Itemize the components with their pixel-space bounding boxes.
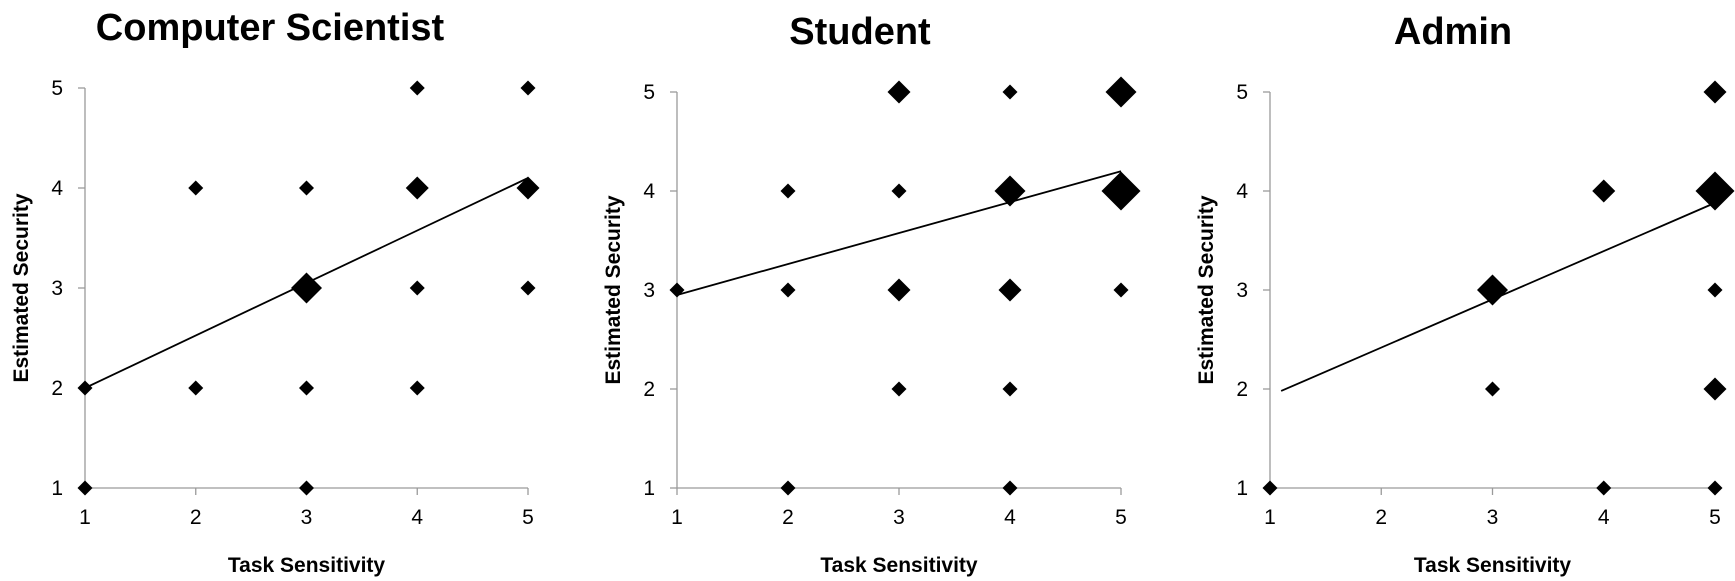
data-point	[1002, 381, 1018, 397]
data-point	[994, 175, 1026, 207]
data-point	[1101, 171, 1141, 211]
data-point	[1262, 480, 1278, 496]
data-point	[409, 280, 425, 296]
x-tick-label: 1	[671, 506, 683, 529]
data-point	[1707, 282, 1723, 298]
chart-panel-2: Student 1 2 3 4 5 1 2 3 4 5 Task Sensitivity Estimat…	[602, 11, 1141, 577]
data-point	[291, 272, 322, 304]
data-point	[405, 176, 429, 200]
data-point	[1113, 282, 1129, 298]
data-point	[998, 278, 1022, 302]
y-tick-label: 3	[1236, 279, 1248, 302]
y-tick-label: 5	[1236, 81, 1248, 104]
x-axis-label: Task Sensitivity	[228, 554, 386, 577]
data-point	[1703, 80, 1727, 104]
data-point	[409, 80, 425, 96]
y-tick-label: 2	[51, 377, 63, 400]
y-tick-label: 5	[643, 81, 655, 104]
y-tick-label: 4	[51, 177, 63, 200]
data-point	[1485, 381, 1500, 397]
y-axis-label: Estimated Security	[602, 195, 625, 384]
data-point	[520, 80, 536, 96]
data-point	[516, 176, 540, 200]
x-tick-label: 1	[1264, 506, 1276, 529]
y-tick-label: 1	[51, 477, 63, 500]
chart-panel-3: Admin 1 2 3 4 5 1 2 3 4 5 Task Sensitivity Estimated…	[1195, 11, 1735, 577]
data-point	[77, 480, 93, 496]
data-point	[1596, 480, 1612, 496]
data-point	[1703, 377, 1727, 401]
y-tick-label: 2	[643, 378, 655, 401]
data-point	[887, 80, 911, 104]
data-point	[780, 480, 796, 496]
chart-title: Computer Scientist	[96, 7, 445, 49]
data-point	[891, 183, 907, 199]
y-tick-label: 5	[51, 77, 63, 100]
x-tick-label: 5	[1115, 506, 1127, 529]
x-tick-label: 4	[1004, 506, 1016, 529]
data-point	[188, 180, 204, 196]
data-point	[299, 480, 314, 496]
chart-panel-1: Computer Scientist 1 2 3 4 5 1 2 3 4 5 Task Sensiti…	[10, 7, 540, 577]
trendline	[676, 170, 1122, 296]
x-tick-label: 1	[79, 506, 91, 529]
x-tick-label: 2	[1375, 506, 1387, 529]
y-axis-label: Estimated Security	[1195, 195, 1218, 384]
data-point	[299, 380, 314, 396]
data-point	[409, 380, 425, 396]
x-tick-label: 3	[893, 506, 905, 529]
y-tick-label: 3	[643, 279, 655, 302]
x-axis-label: Task Sensitivity	[820, 554, 978, 577]
data-point	[669, 282, 685, 298]
data-point	[891, 381, 907, 397]
y-tick-label: 2	[1236, 378, 1248, 401]
data-point	[780, 282, 796, 298]
x-tick-label: 2	[782, 506, 794, 529]
data-point	[1707, 480, 1723, 496]
x-tick-label: 4	[411, 506, 423, 529]
data-point	[1105, 76, 1137, 108]
data-point	[188, 380, 204, 396]
x-tick-label: 5	[522, 506, 534, 529]
x-tick-label: 3	[301, 506, 313, 529]
x-axis-label: Task Sensitivity	[1414, 554, 1572, 577]
y-tick-label: 4	[1236, 180, 1248, 203]
data-point	[887, 278, 911, 302]
data-point	[780, 183, 796, 199]
x-tick-label: 3	[1487, 506, 1499, 529]
data-point	[1592, 179, 1616, 203]
x-tick-label: 5	[1709, 506, 1721, 529]
data-point	[1695, 171, 1735, 211]
x-tick-label: 4	[1598, 506, 1610, 529]
data-point	[1002, 84, 1018, 100]
data-point	[77, 380, 93, 396]
y-tick-label: 1	[1236, 477, 1248, 500]
data-point	[1477, 274, 1508, 306]
y-tick-label: 3	[51, 277, 63, 300]
data-point	[520, 280, 536, 296]
chart-title: Student	[789, 11, 931, 53]
y-tick-label: 4	[643, 180, 655, 203]
data-point	[299, 180, 314, 196]
y-axis-label: Estimated Security	[10, 193, 33, 382]
data-point	[1002, 480, 1018, 496]
x-tick-label: 2	[190, 506, 202, 529]
chart-title: Admin	[1394, 11, 1512, 53]
y-tick-label: 1	[643, 477, 655, 500]
